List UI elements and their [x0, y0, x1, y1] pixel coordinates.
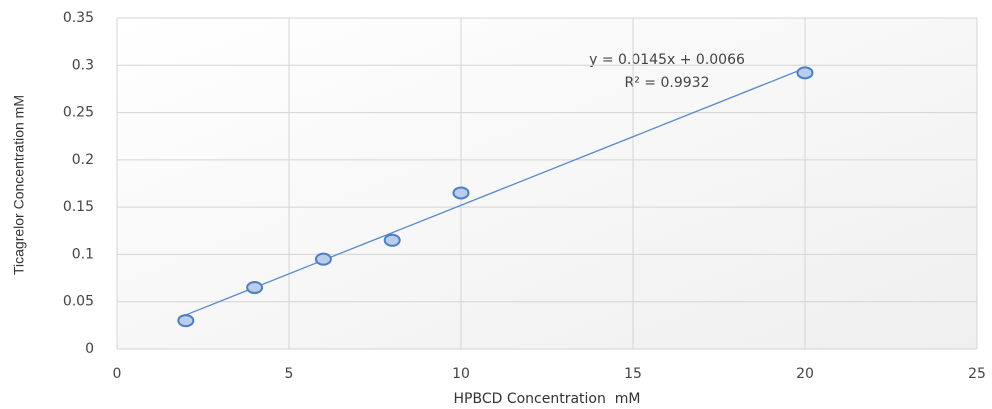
- y-tick-label: 0.05: [63, 294, 94, 310]
- r-squared: R² = 0.9932: [625, 75, 710, 91]
- y-tick-label: 0.1: [72, 246, 94, 262]
- y-axis-title: Ticagrelor Concentration mM: [11, 95, 27, 275]
- data-point: [246, 281, 264, 295]
- x-tick-label: 10: [452, 366, 470, 382]
- y-tick-label: 0.2: [72, 152, 94, 168]
- data-point: [452, 186, 470, 200]
- x-tick-label: 15: [624, 366, 642, 382]
- y-tick-label: 0: [85, 341, 94, 357]
- data-point: [177, 314, 195, 328]
- data-point: [314, 252, 332, 266]
- data-point: [796, 66, 814, 80]
- x-tick-label: 20: [796, 366, 814, 382]
- y-tick-label: 0.3: [72, 57, 94, 73]
- x-axis-title: HPBCD Concentration mM: [454, 391, 641, 407]
- data-point: [383, 233, 401, 247]
- x-tick-label: 5: [285, 366, 294, 382]
- y-tick-label: 0.25: [63, 105, 94, 121]
- equation: y = 0.0145x + 0.0066: [589, 52, 745, 68]
- y-tick-label: 0.15: [63, 199, 94, 215]
- x-tick-label: 0: [113, 366, 122, 382]
- y-tick-label: 0.35: [63, 10, 94, 26]
- plot-area: [117, 18, 977, 349]
- trendline: [185, 67, 806, 316]
- x-tick-label: 25: [968, 366, 986, 382]
